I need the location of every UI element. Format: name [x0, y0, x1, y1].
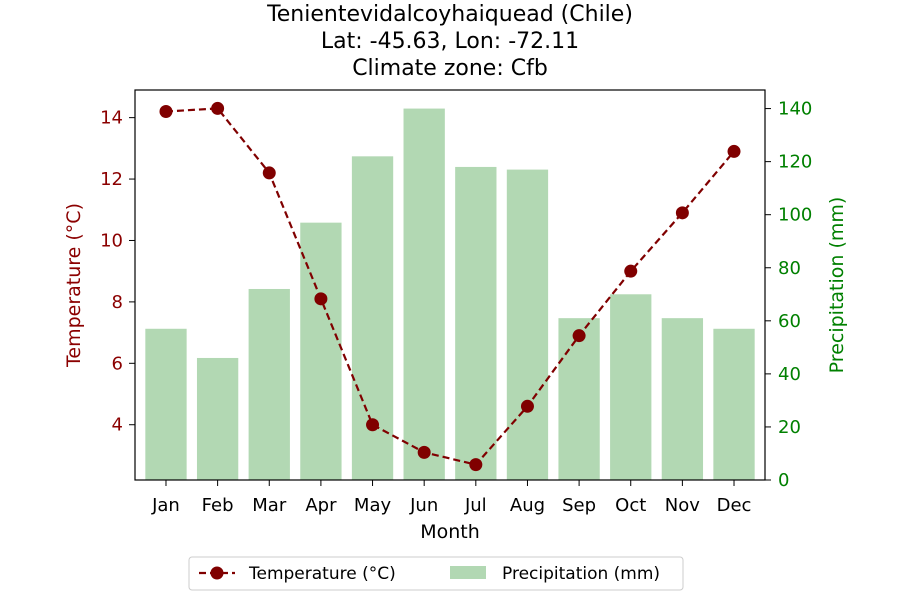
x-tick-label: Mar: [252, 495, 287, 516]
precipitation-bar: [661, 318, 704, 480]
precipitation-bars: [145, 108, 755, 481]
x-tick-label: Jul: [464, 495, 487, 516]
x-axis: Jan Feb Mar Apr May Jun Jul Aug Sep Oct Nov Dec: [151, 480, 751, 516]
legend-temperature-label: Temperature (°C): [248, 564, 396, 584]
y-right-tick-label: 140: [778, 99, 812, 120]
y-right-tick-label: 40: [778, 364, 801, 385]
temperature-point: [314, 292, 328, 306]
temperature-point: [675, 206, 689, 220]
y-left-tick-label: 6: [112, 353, 123, 374]
temperature-point: [469, 458, 483, 472]
y-left-tick-label: 4: [112, 415, 123, 436]
precipitation-bar: [248, 288, 290, 480]
legend-box: [188, 556, 684, 591]
x-tick-label: May: [354, 495, 392, 516]
x-axis-label: Month: [420, 521, 480, 543]
y-axis-right: 0 20 40 60 80 100 120 140: [765, 99, 812, 491]
y-axis-left-label: Temperature (°C): [63, 203, 85, 368]
y-right-tick-label: 60: [778, 311, 801, 332]
temperature-point: [572, 329, 586, 343]
x-tick-label: Oct: [615, 495, 646, 516]
x-tick-label: Jan: [151, 495, 180, 516]
x-tick-label: Aug: [510, 495, 545, 516]
y-left-tick-label: 10: [100, 230, 123, 251]
precipitation-bar: [196, 357, 239, 480]
chart-title-line: Tenientevidalcoyhaiquead (Chile): [266, 2, 633, 27]
y-right-tick-label: 0: [778, 470, 789, 491]
legend-temperature-marker: [210, 566, 224, 580]
x-tick-label: Apr: [305, 495, 337, 516]
chart-title: Tenientevidalcoyhaiquead (Chile)Lat: -45…: [266, 2, 633, 81]
temperature-point: [159, 104, 173, 118]
legend: Temperature (°C) Precipitation (mm): [188, 556, 684, 591]
temperature-point: [211, 101, 225, 115]
plot-frame: [134, 89, 766, 481]
precipitation-bar: [506, 169, 549, 480]
y-right-tick-label: 80: [778, 258, 801, 279]
precipitation-bar: [610, 294, 652, 480]
precipitation-bar: [558, 318, 600, 480]
y-right-tick-label: 20: [778, 417, 801, 438]
temperature-point: [520, 399, 534, 413]
temperature-series: [159, 101, 741, 472]
temperature-point: [366, 418, 380, 432]
legend-precipitation-swatch: [450, 566, 486, 579]
chart-title-line: Lat: -45.63, Lon: -72.11: [321, 29, 579, 54]
x-tick-label: Nov: [665, 495, 700, 516]
y-left-tick-label: 8: [112, 292, 123, 313]
temperature-point: [727, 144, 741, 158]
x-tick-label: Dec: [717, 495, 752, 516]
x-tick-label: Sep: [562, 495, 596, 516]
x-tick-label: Feb: [202, 495, 234, 516]
chart-title-line: Climate zone: Cfb: [352, 56, 548, 81]
y-right-tick-label: 100: [778, 205, 812, 226]
x-tick-label: Jun: [409, 495, 438, 516]
precipitation-bar: [300, 222, 342, 480]
temperature-point: [262, 166, 276, 180]
legend-precipitation-label: Precipitation (mm): [502, 564, 660, 584]
precipitation-bar: [713, 328, 755, 480]
y-axis-right-label: Precipitation (mm): [826, 197, 848, 374]
temperature-point: [624, 264, 638, 278]
precipitation-bar: [145, 328, 187, 480]
precipitation-bar: [455, 166, 497, 480]
y-left-tick-label: 14: [100, 108, 123, 129]
temperature-point: [417, 445, 431, 459]
precipitation-bar: [403, 108, 445, 481]
y-right-tick-label: 120: [778, 152, 812, 173]
y-axis-left: 4 6 8 10 12 14: [100, 108, 135, 436]
y-left-tick-label: 12: [100, 169, 123, 190]
